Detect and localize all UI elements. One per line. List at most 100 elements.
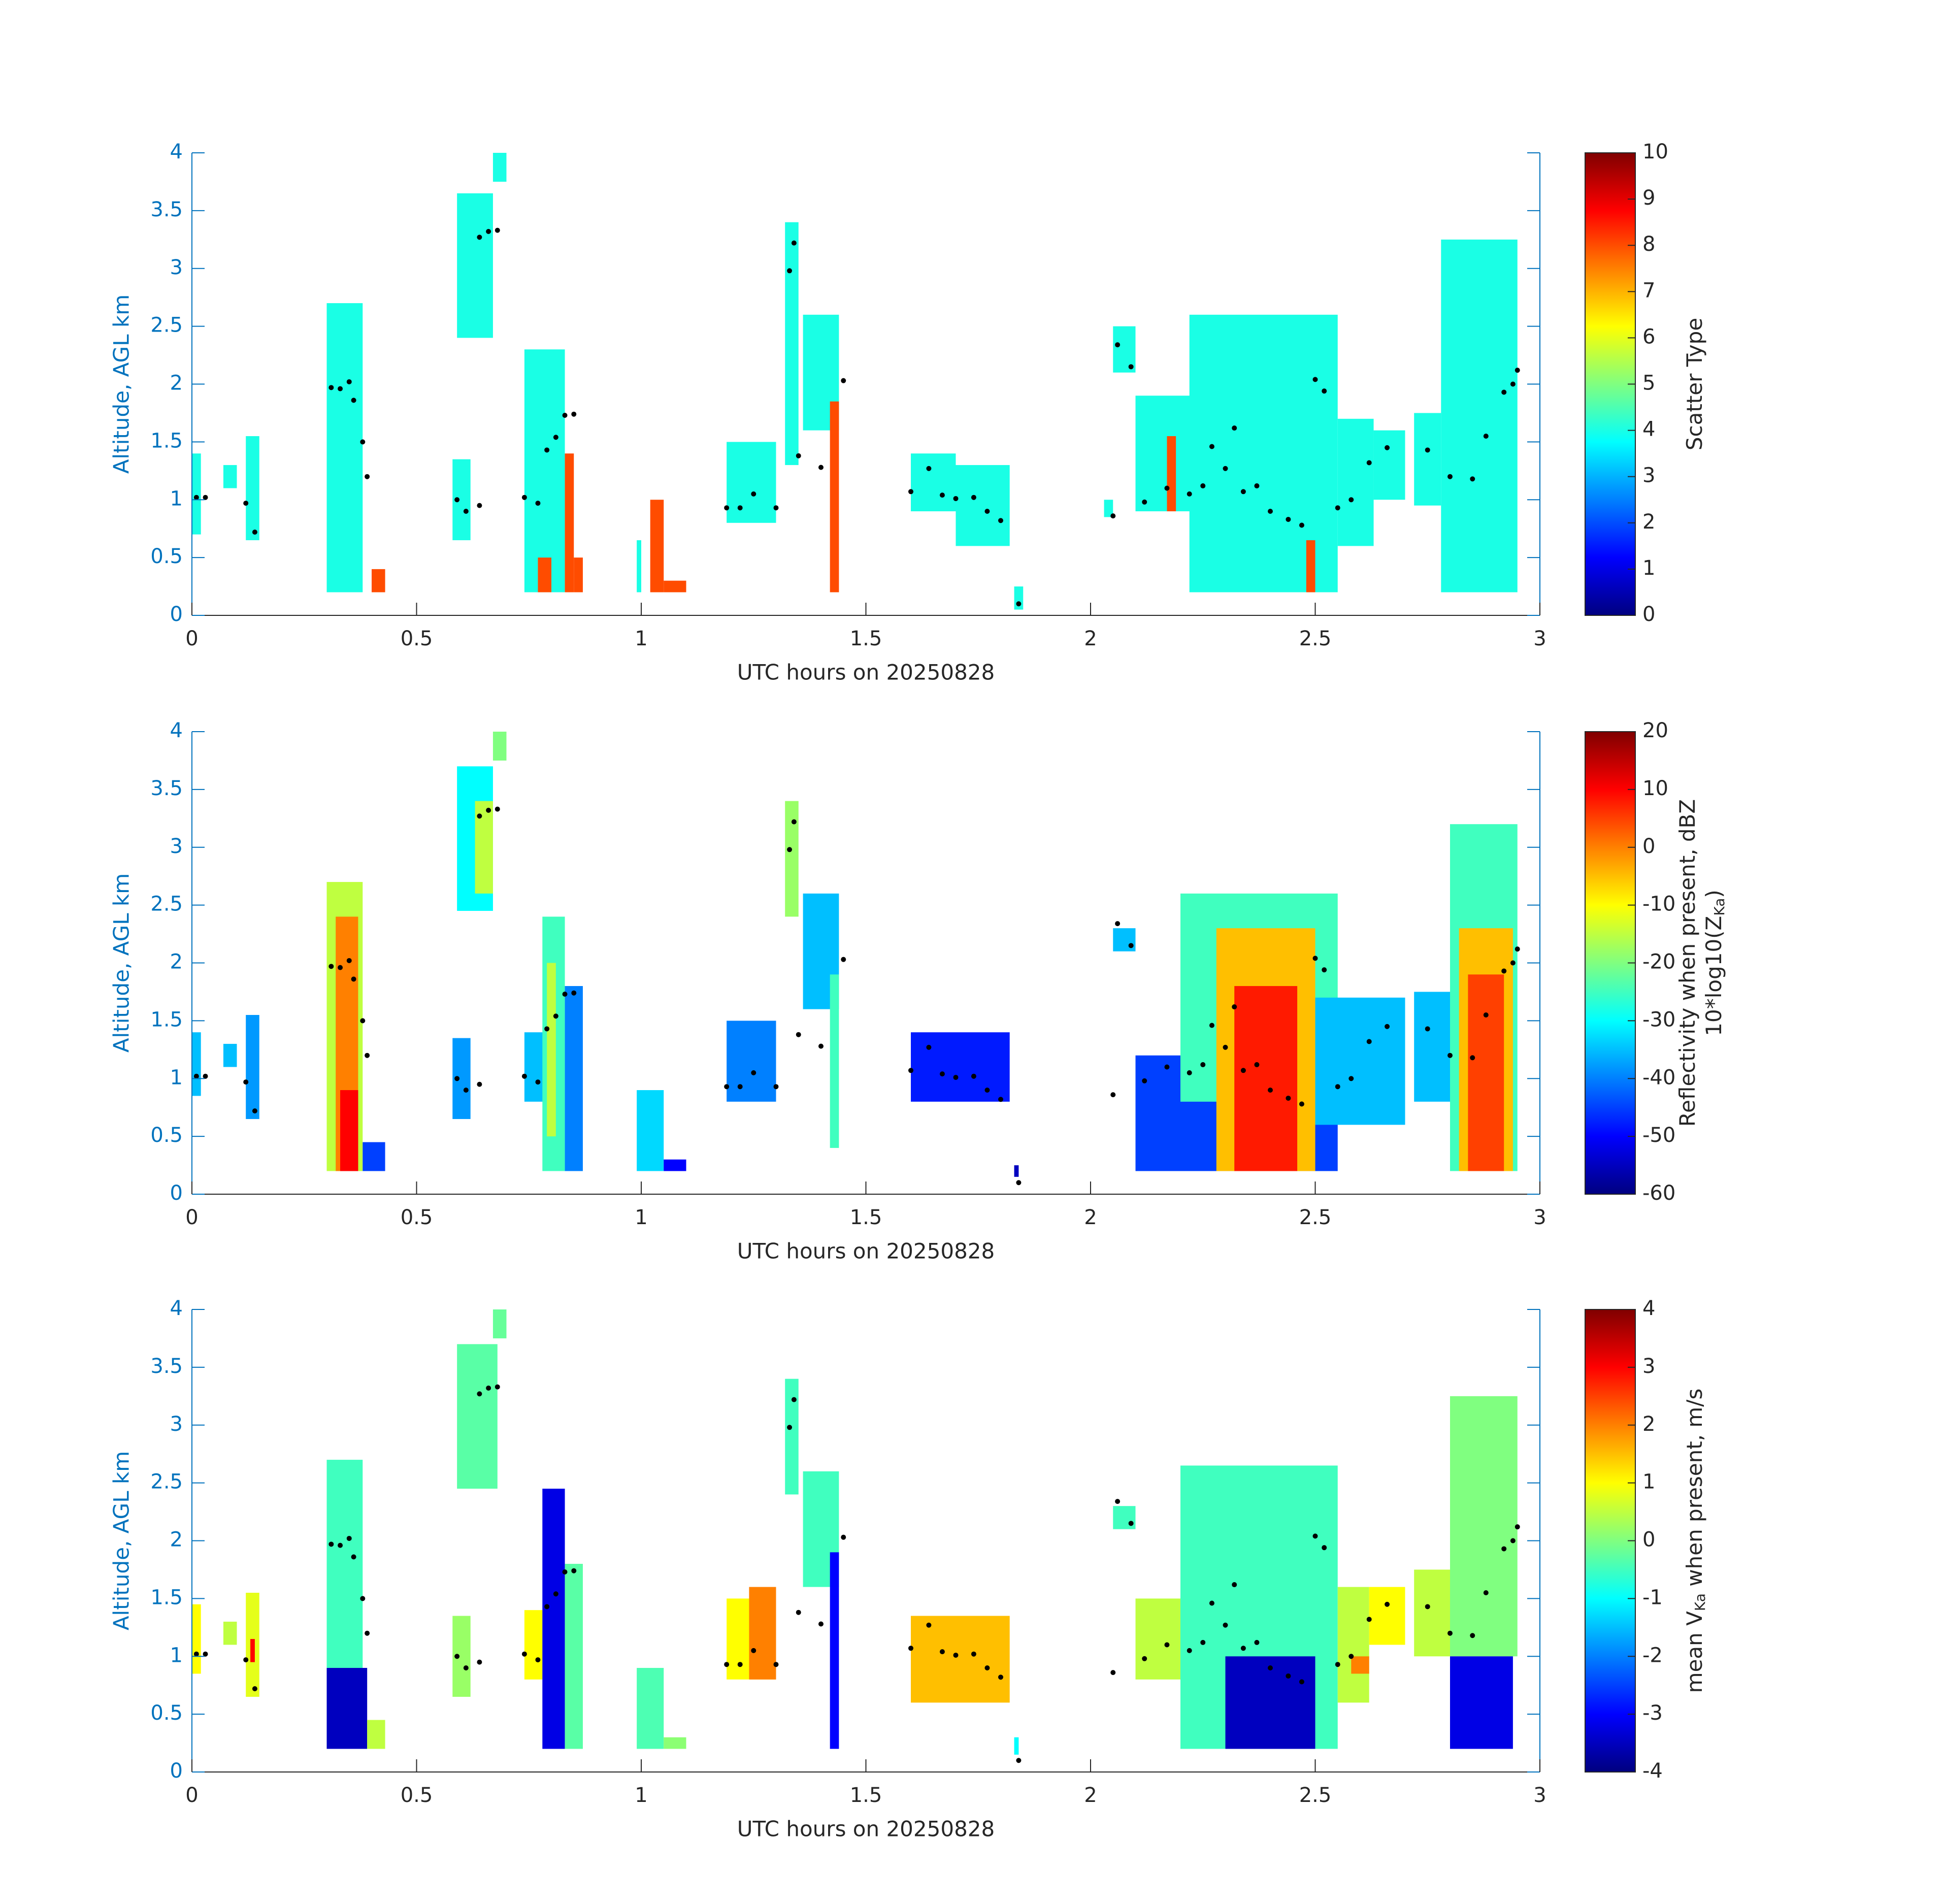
point bbox=[1187, 1070, 1192, 1075]
heatmap-cell bbox=[664, 1737, 686, 1749]
point bbox=[1200, 1062, 1206, 1067]
point bbox=[984, 1088, 990, 1093]
x-tick-label: 3 bbox=[1533, 627, 1546, 650]
point bbox=[495, 1384, 500, 1390]
point bbox=[193, 1073, 199, 1079]
point bbox=[1016, 1758, 1022, 1763]
point bbox=[521, 1073, 527, 1079]
y-tick-label: 1.5 bbox=[150, 429, 183, 452]
point bbox=[1115, 342, 1121, 348]
point bbox=[1115, 921, 1121, 927]
point bbox=[328, 385, 334, 390]
y-tick-label: 3 bbox=[170, 835, 183, 858]
point bbox=[1470, 1055, 1475, 1061]
heatmap-cell bbox=[565, 453, 574, 593]
point bbox=[486, 807, 491, 813]
x-tick-label: 2.5 bbox=[1299, 1784, 1332, 1807]
point bbox=[1510, 960, 1516, 966]
point bbox=[1366, 1039, 1372, 1044]
heatmap-cell bbox=[749, 1587, 776, 1680]
x-tick-label: 1.5 bbox=[850, 1206, 882, 1229]
colorbar-tick-label: -60 bbox=[1642, 1181, 1675, 1205]
point bbox=[841, 1534, 846, 1540]
y-tick-label: 2 bbox=[170, 372, 183, 395]
heatmap-cell bbox=[830, 401, 839, 593]
point bbox=[998, 1675, 1003, 1680]
heatmap-cell bbox=[492, 153, 507, 182]
y-tick-label: 3.5 bbox=[150, 198, 183, 221]
x-tick-label: 3 bbox=[1533, 1784, 1546, 1807]
point bbox=[971, 1651, 976, 1657]
colorbar-label: mean VKa when present, m/s bbox=[1682, 1389, 1709, 1693]
colorbar-tick-label: 2 bbox=[1642, 510, 1655, 534]
point bbox=[796, 1032, 801, 1037]
heatmap-cell bbox=[1414, 413, 1441, 506]
point bbox=[1128, 943, 1134, 948]
colorbar-tick-label: 4 bbox=[1642, 418, 1655, 441]
point bbox=[926, 466, 932, 471]
colorbar-tick-label: 20 bbox=[1642, 719, 1668, 742]
heatmap-cell bbox=[911, 1616, 1010, 1703]
point bbox=[1470, 1633, 1475, 1638]
point bbox=[454, 497, 460, 503]
x-axis-label: UTC hours on 20250828 bbox=[737, 1817, 995, 1842]
colorbar-tick-label: 6 bbox=[1642, 325, 1655, 348]
point bbox=[998, 518, 1003, 523]
y-tick-label: 2 bbox=[170, 950, 183, 974]
x-tick-label: 2.5 bbox=[1299, 627, 1332, 650]
point bbox=[351, 1554, 356, 1560]
heatmap-cell bbox=[1225, 1656, 1315, 1749]
point bbox=[908, 1646, 913, 1651]
colorbar-tick-label: -4 bbox=[1642, 1759, 1663, 1783]
point bbox=[1164, 485, 1170, 491]
point bbox=[193, 495, 199, 500]
point bbox=[926, 1622, 932, 1628]
heatmap-cell bbox=[785, 801, 799, 917]
point bbox=[1110, 1670, 1116, 1676]
point bbox=[1268, 1665, 1273, 1671]
heatmap-cell bbox=[1014, 1165, 1019, 1177]
heatmap-cell bbox=[524, 1610, 543, 1680]
heatmap-cell bbox=[637, 540, 641, 593]
heatmap-cell bbox=[363, 1142, 385, 1171]
point bbox=[495, 806, 500, 812]
x-tick-label: 1 bbox=[635, 1206, 647, 1229]
colorbar-tick-label: -30 bbox=[1642, 1008, 1675, 1031]
point bbox=[724, 1662, 730, 1667]
point bbox=[328, 964, 334, 969]
point bbox=[1240, 489, 1246, 495]
point bbox=[203, 495, 208, 500]
point bbox=[1254, 483, 1260, 488]
heatmap-cell bbox=[664, 1159, 686, 1171]
heatmap-cell bbox=[547, 963, 556, 1137]
point bbox=[1268, 509, 1273, 514]
y-tick-label: 4 bbox=[170, 1297, 183, 1320]
colorbar-tick-label: 0 bbox=[1642, 603, 1655, 626]
point bbox=[737, 1662, 743, 1667]
y-tick-label: 1.5 bbox=[150, 1586, 183, 1609]
y-tick-label: 2.5 bbox=[150, 893, 183, 916]
heatmap-cell bbox=[1450, 1656, 1513, 1749]
heatmap-cell bbox=[650, 500, 664, 593]
point bbox=[1200, 1639, 1206, 1645]
point bbox=[939, 493, 945, 498]
point bbox=[1510, 1538, 1516, 1544]
colorbar-label-part: mean V bbox=[1682, 1611, 1707, 1693]
heatmap-cell bbox=[1450, 1396, 1518, 1657]
colorbar-tick-label: 3 bbox=[1642, 464, 1655, 487]
y-tick-label: 2.5 bbox=[150, 1470, 183, 1494]
point bbox=[203, 1073, 208, 1079]
point bbox=[535, 1657, 541, 1663]
heatmap-cell bbox=[1113, 1506, 1136, 1529]
point bbox=[1128, 1521, 1134, 1526]
point bbox=[365, 1053, 370, 1058]
heatmap-cell bbox=[492, 1309, 507, 1338]
heatmap-cell bbox=[326, 1460, 363, 1668]
heatmap-cell bbox=[1234, 986, 1298, 1171]
point bbox=[346, 379, 352, 384]
x-axis-label: UTC hours on 20250828 bbox=[737, 660, 995, 685]
heatmap-cell bbox=[637, 1090, 664, 1171]
colorbar-label: Scatter Type bbox=[1682, 318, 1707, 450]
colorbar-label-part: Ka bbox=[1711, 898, 1728, 916]
point bbox=[1209, 444, 1214, 449]
